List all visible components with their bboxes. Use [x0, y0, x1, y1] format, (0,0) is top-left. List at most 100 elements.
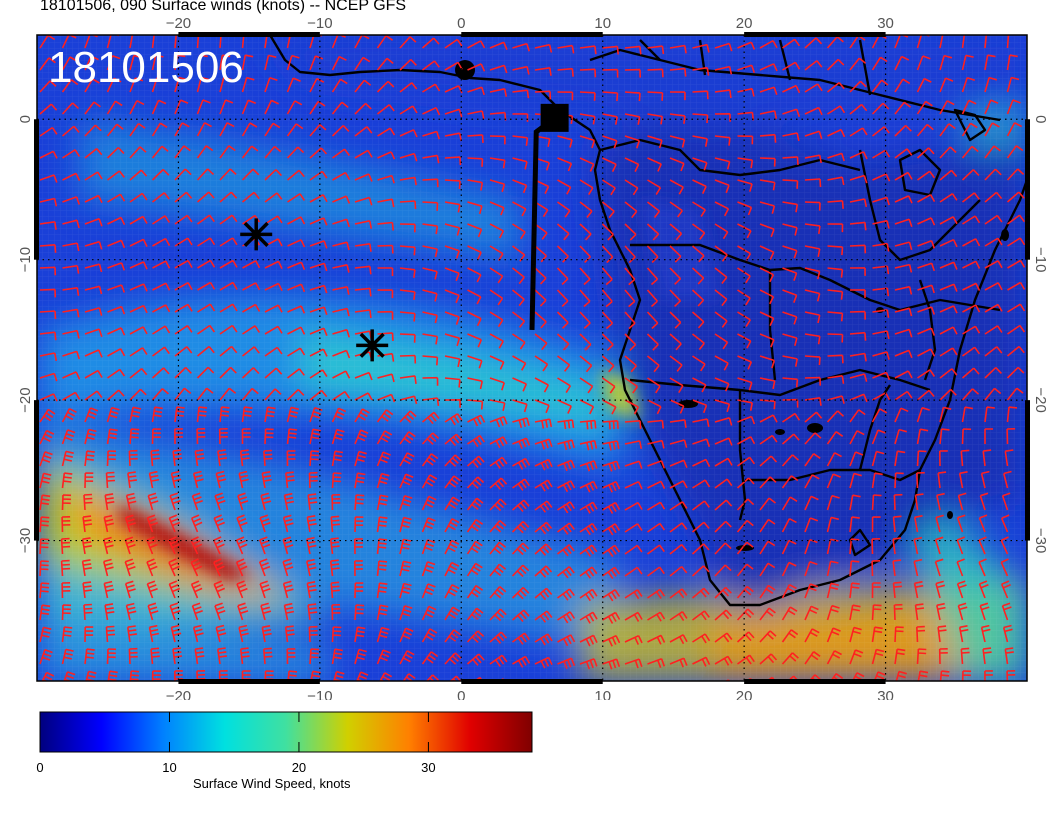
wind-barb: [107, 368, 126, 379]
wind-barb: [804, 130, 823, 140]
wind-barb: [647, 480, 666, 489]
lon-tick-label-top: 10: [594, 15, 611, 32]
wind-barb: [354, 392, 373, 401]
wind-barb: [61, 407, 77, 423]
wind-barb: [557, 67, 574, 77]
wind-barb: [804, 60, 823, 71]
wind-barb: [692, 223, 706, 240]
wind-barb: [692, 135, 708, 147]
wind-barb: [309, 369, 328, 379]
wind-barb: [782, 84, 801, 94]
wind-barb: [286, 169, 305, 181]
wind-barb: [151, 122, 168, 137]
wind-barb: [356, 671, 369, 681]
wind-barb: [624, 333, 637, 351]
wind-barb: [737, 654, 755, 665]
wind-barb: [466, 607, 484, 621]
wind-barb: [242, 325, 261, 335]
wind-barb: [714, 457, 733, 467]
wind-barb: [444, 606, 461, 621]
wind-barb: [759, 40, 778, 49]
wind-barb: [422, 154, 440, 164]
wind-barb: [39, 372, 58, 382]
wind-barb: [714, 89, 732, 99]
wind-barb: [961, 99, 977, 115]
wind-barb: [714, 478, 733, 489]
wind-barb: [264, 145, 282, 159]
wind-barb: [579, 480, 598, 493]
wind-barb: [961, 122, 978, 137]
colorbar-label: Surface Wind Speed, knots: [193, 776, 351, 791]
wind-barb: [984, 387, 1002, 401]
wind-barb: [917, 170, 936, 181]
wind-barb: [444, 223, 461, 236]
wind-barb: [422, 201, 439, 211]
wind-barb: [354, 173, 373, 182]
wind-barb: [894, 124, 912, 137]
wind-barb: [579, 544, 598, 557]
wind-barb: [624, 179, 639, 196]
wind-barb: [444, 333, 461, 347]
wind-barb: [956, 580, 967, 599]
wind-barb: [647, 399, 662, 415]
wind-barb: [956, 558, 965, 577]
wind-barb: [511, 499, 530, 513]
wind-barb: [692, 418, 710, 427]
wind-barb: [62, 149, 81, 159]
wind-barb: [759, 267, 775, 283]
wind-barb: [331, 494, 341, 511]
wind-barb: [39, 560, 49, 577]
wind-barb: [215, 624, 227, 643]
wind-barb: [714, 179, 730, 194]
wind-barb: [871, 102, 890, 115]
wind-barb: [782, 201, 799, 213]
wind-barb: [782, 132, 800, 142]
wind-barb: [379, 672, 393, 681]
wind-barb: [759, 399, 776, 410]
wind-barb: [174, 168, 192, 181]
wind-barb: [624, 223, 637, 241]
wind-barb: [827, 311, 844, 322]
wind-barb: [377, 393, 396, 403]
wind-barb: [892, 515, 902, 533]
wind-barb: [827, 245, 844, 256]
wind-barb: [646, 333, 659, 351]
wind-barb: [84, 648, 95, 665]
wind-barb: [377, 151, 396, 160]
wind-barb: [467, 333, 483, 348]
wind-barb: [759, 518, 776, 533]
wind-barb: [61, 472, 73, 489]
wind-barb: [39, 80, 57, 93]
wind-barb: [849, 352, 867, 362]
wind-barb: [1006, 145, 1024, 159]
wind-barb: [669, 289, 681, 307]
wind-barb: [624, 634, 643, 645]
wind-barb: [174, 259, 193, 269]
wind-barb: [962, 282, 981, 291]
wind-barb: [737, 399, 753, 411]
wind-barb: [467, 179, 484, 191]
wind-barb: [557, 544, 575, 557]
wind-barb: [827, 105, 846, 115]
wind-barb: [354, 604, 365, 621]
wind-barb: [534, 565, 553, 578]
wind-barb: [782, 38, 801, 49]
wind-barb: [467, 157, 484, 167]
wind-barb: [512, 377, 528, 392]
wind-barb: [781, 652, 799, 665]
wind-barb: [512, 333, 526, 350]
wind-barb: [692, 201, 706, 218]
wind-barb: [422, 397, 440, 407]
wind-barb: [669, 634, 688, 645]
wind-barb: [489, 267, 504, 284]
wind-barb: [444, 454, 462, 467]
wind-barb: [647, 501, 666, 511]
wind-barb: [354, 196, 373, 206]
wind-barb: [85, 670, 97, 681]
wind-barb: [624, 45, 642, 55]
wind-barb: [871, 56, 888, 71]
wind-barb: [938, 648, 948, 665]
wind-barb: [354, 626, 366, 643]
wind-barb: [980, 470, 990, 489]
wind-barb: [84, 240, 103, 250]
